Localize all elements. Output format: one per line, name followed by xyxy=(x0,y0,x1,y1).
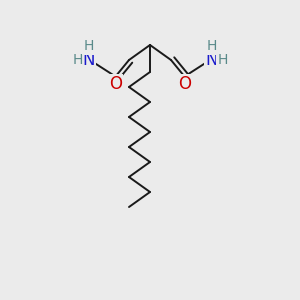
Text: N: N xyxy=(205,51,218,69)
Text: O: O xyxy=(178,75,191,93)
Text: H: H xyxy=(83,40,94,53)
Text: H: H xyxy=(218,53,228,67)
Text: H: H xyxy=(72,53,82,67)
Text: H: H xyxy=(206,40,217,53)
Text: O: O xyxy=(109,75,122,93)
Text: N: N xyxy=(82,51,95,69)
